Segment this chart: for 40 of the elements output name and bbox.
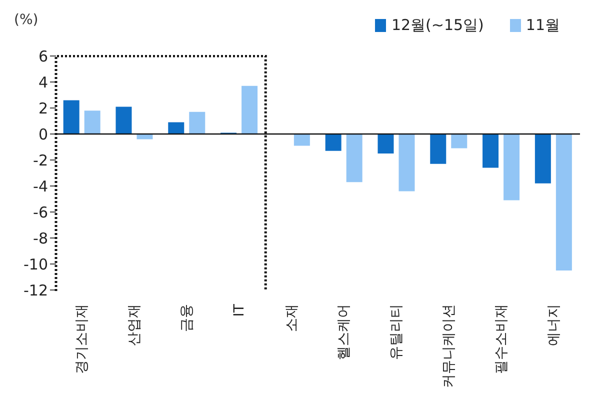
bar bbox=[242, 86, 258, 134]
x-tick-label: 경기소비재 bbox=[74, 304, 90, 374]
x-tick-label: 에너지 bbox=[546, 304, 562, 346]
x-tick-label: 산업재 bbox=[126, 304, 143, 346]
bar bbox=[534, 134, 551, 184]
x-tick-label: 필수소비재 bbox=[493, 304, 510, 374]
bar bbox=[378, 134, 394, 154]
bar bbox=[430, 134, 446, 164]
y-tick-label: -12 bbox=[24, 281, 48, 300]
bar bbox=[325, 134, 342, 151]
bar bbox=[556, 134, 572, 270]
bar bbox=[189, 112, 206, 134]
x-tick-label: 금융 bbox=[179, 304, 195, 332]
y-tick-label: -4 bbox=[33, 177, 48, 196]
x-tick-label: 헬스케어 bbox=[336, 304, 352, 360]
bar bbox=[398, 134, 415, 192]
y-tick-label: 4 bbox=[38, 73, 48, 92]
bar bbox=[482, 134, 499, 168]
bar bbox=[63, 100, 80, 134]
x-tick-label: IT bbox=[231, 304, 248, 317]
y-tick-label: -6 bbox=[33, 203, 48, 222]
bar bbox=[451, 134, 468, 148]
x-tick-label: 커뮤니케이션 bbox=[441, 304, 457, 388]
x-tick-label: 유틸리티 bbox=[388, 304, 405, 360]
legend-label: 12월(~15일) bbox=[391, 16, 484, 35]
x-tick-label: 소재 bbox=[284, 304, 300, 332]
bar bbox=[116, 106, 132, 134]
y-tick-label: 6 bbox=[38, 47, 48, 66]
bar bbox=[84, 110, 100, 134]
y-tick-label: -8 bbox=[33, 229, 48, 248]
bar bbox=[504, 134, 520, 200]
y-tick-label: -2 bbox=[33, 151, 48, 170]
bar bbox=[168, 122, 184, 134]
bar bbox=[346, 134, 362, 182]
bar bbox=[294, 134, 310, 146]
y-tick-label: -10 bbox=[24, 255, 48, 274]
y-tick-label: 2 bbox=[38, 99, 48, 118]
y-axis-title: (%) bbox=[14, 12, 38, 28]
y-tick-label: 0 bbox=[38, 125, 48, 144]
legend-label: 11월 bbox=[526, 16, 560, 35]
